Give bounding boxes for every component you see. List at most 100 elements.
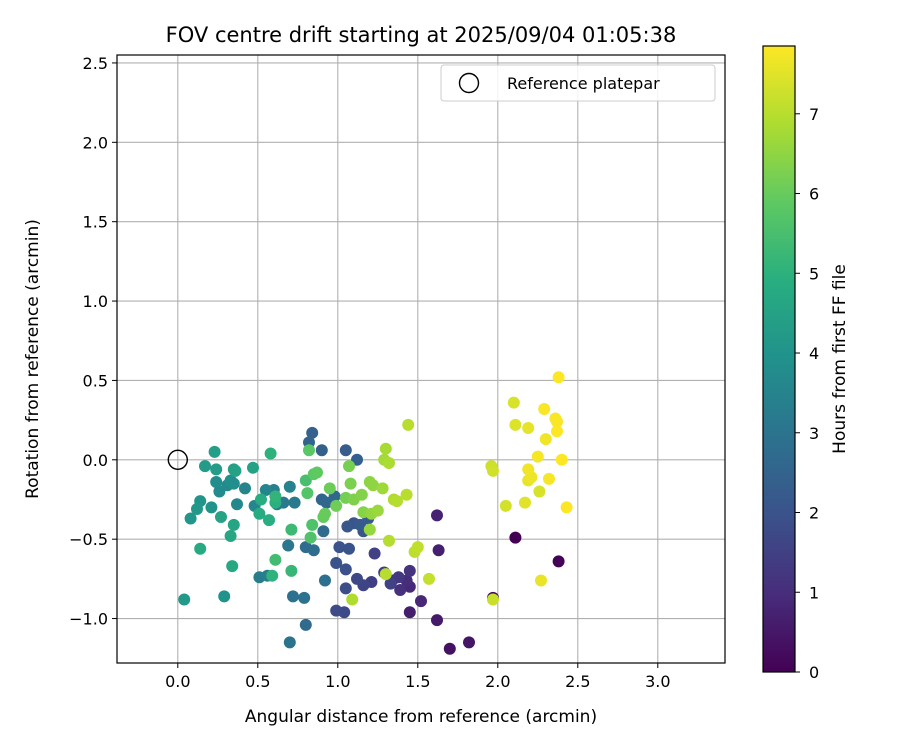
scatter-point: [403, 606, 416, 619]
scatter-point: [415, 595, 427, 608]
scatter-point: [487, 593, 499, 606]
scatter-point: [346, 593, 359, 606]
scatter-points: [178, 371, 573, 655]
y-tick-label: 2.0: [83, 133, 108, 152]
y-tick-label: 2.5: [83, 54, 108, 73]
x-axis-title: Angular distance from reference (arcmin): [245, 707, 597, 727]
scatter-point: [306, 518, 319, 531]
y-tick-label: 1.0: [83, 292, 108, 311]
chart-title: FOV centre drift starting at 2025/09/04 …: [166, 23, 677, 47]
scatter-point: [184, 512, 197, 525]
legend-label: Reference platepar: [507, 74, 660, 93]
colorbar-tick-label: 4: [809, 344, 819, 363]
colorbar-tick-label: 0: [809, 663, 819, 682]
colorbar-tick-label: 1: [809, 583, 819, 602]
scatter-point: [224, 530, 237, 543]
scatter-point: [552, 371, 565, 384]
legend-box: [440, 64, 716, 102]
scatter-point: [391, 495, 403, 508]
scatter-point: [431, 509, 443, 522]
scatter-point: [287, 590, 299, 603]
scatter-point: [199, 460, 211, 473]
scatter-point: [311, 466, 323, 479]
scatter-point: [423, 572, 435, 585]
scatter-point: [239, 482, 251, 495]
scatter-point: [333, 541, 346, 554]
scatter-point: [285, 523, 298, 536]
scatter-point: [229, 464, 242, 477]
scatter-point: [330, 499, 343, 512]
scatter-point: [269, 490, 282, 503]
x-tick-label: 2.5: [565, 672, 590, 691]
scatter-point: [299, 618, 312, 631]
scatter-point: [509, 531, 522, 544]
scatter-point: [341, 520, 354, 533]
colorbar-tick-label: 3: [809, 424, 819, 443]
legend-marker-icon: [458, 72, 480, 94]
scatter-point: [487, 464, 499, 477]
scatter-point: [509, 418, 522, 431]
scatter-point: [443, 642, 456, 655]
x-tick-label: 1.5: [405, 672, 430, 691]
scatter-point: [298, 591, 311, 604]
scatter-point: [343, 542, 355, 555]
scatter-point: [213, 485, 226, 498]
scatter-point: [283, 480, 296, 493]
scatter-point: [301, 487, 314, 500]
scatter-point: [320, 496, 333, 509]
scatter-point: [208, 445, 221, 458]
scatter-point: [522, 463, 535, 476]
scatter-point: [264, 447, 277, 460]
colorbar-tick-label: 5: [809, 264, 819, 283]
scatter-point: [555, 453, 568, 466]
scatter-point: [394, 583, 407, 596]
scatter-point: [432, 544, 445, 557]
scatter-point: [351, 453, 363, 466]
x-tick-label: 2.0: [485, 672, 510, 691]
legend: Reference platepar: [440, 64, 716, 102]
colorbar: 0 1 2 3 4 5 6 7 Hours from first FF file: [762, 45, 850, 682]
scatter-point: [343, 460, 355, 473]
scatter-point: [215, 510, 227, 523]
colorbar-title: Hours from first FF file: [830, 264, 850, 454]
plot-frame: [116, 54, 726, 664]
colorbar-tick-label: 6: [809, 185, 819, 204]
scatter-point: [539, 433, 552, 446]
scatter-point: [288, 496, 301, 509]
scatter-point: [499, 499, 512, 512]
x-tick-label: 1.0: [325, 672, 350, 691]
scatter-point: [283, 636, 296, 649]
scatter-point: [368, 547, 381, 560]
y-tick-label: 1.5: [83, 213, 108, 232]
reference-marker-layer: [167, 449, 189, 471]
scatter-point: [400, 488, 413, 501]
scatter-point: [307, 544, 320, 557]
y-axis: −1.0 −0.5 0.0 0.5 1.0 1.5 2.0 2.5: [69, 54, 117, 629]
scatter-point: [191, 503, 203, 516]
scatter-point: [376, 482, 389, 495]
colorbar-tick-label: 2: [809, 504, 819, 523]
scatter-point: [533, 485, 546, 498]
scatter-point: [194, 542, 207, 555]
colorbar-ticks: 0 1 2 3 4 5 6 7: [795, 105, 819, 682]
x-tick-label: 0.5: [245, 672, 270, 691]
scatter-point: [259, 483, 272, 496]
scatter-point: [383, 534, 395, 547]
scatter-point: [552, 555, 565, 568]
scatter-point: [519, 496, 531, 509]
scatter-point: [535, 574, 547, 587]
scatter-point: [379, 568, 392, 581]
scatter-point: [363, 523, 376, 536]
scatter-point: [218, 590, 231, 603]
scatter-point: [351, 572, 363, 585]
scatter-point: [339, 582, 352, 595]
scatter-point: [266, 569, 279, 582]
scatter-point: [247, 461, 259, 474]
scatter-point: [402, 418, 415, 431]
scatter-point: [411, 541, 424, 554]
scatter-point: [178, 593, 191, 606]
scatter-point: [330, 604, 343, 617]
scatter-point: [507, 396, 520, 409]
scatter-point: [403, 564, 416, 577]
scatter-point: [227, 518, 240, 531]
